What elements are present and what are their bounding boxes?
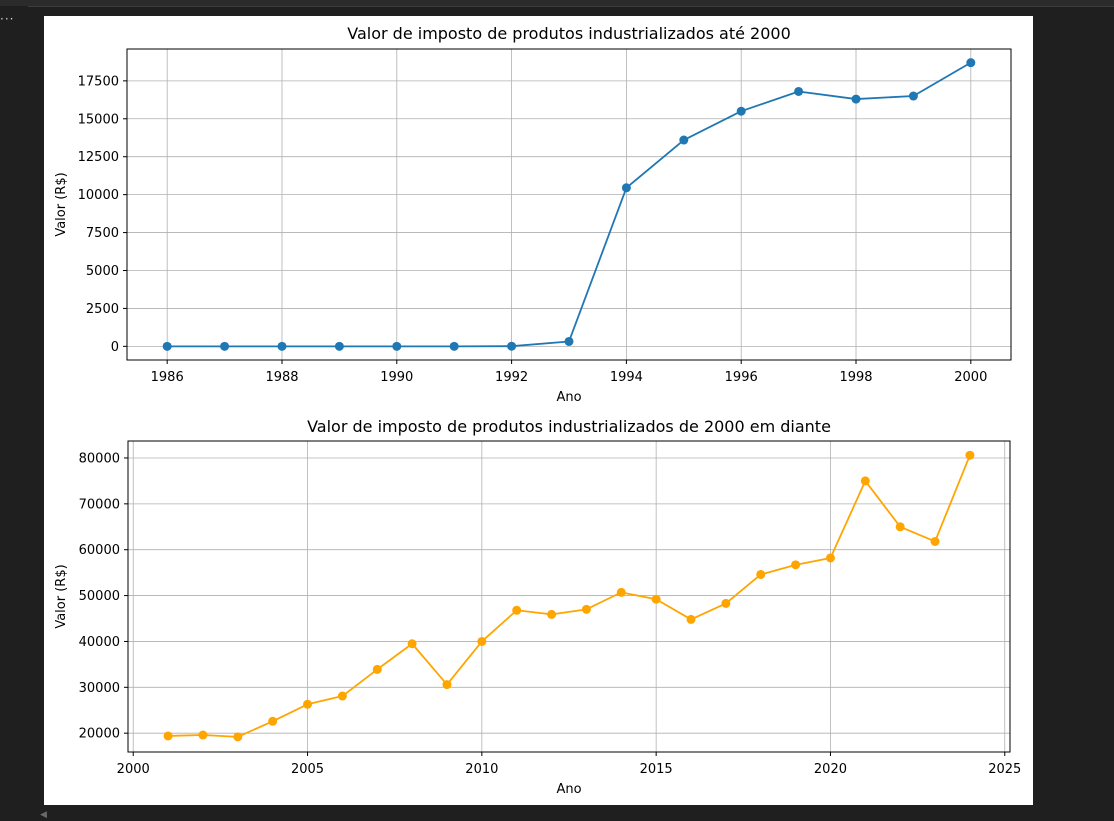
y-tick-label: 30000 [79, 681, 120, 696]
data-point [966, 58, 976, 68]
data-point [794, 86, 804, 96]
y-tick-label: 70000 [79, 497, 120, 512]
data-point [233, 732, 243, 742]
x-axis-label: Ano [556, 782, 581, 797]
data-point [825, 553, 835, 563]
data-point [477, 636, 487, 646]
data-point [860, 476, 870, 486]
data-point [616, 587, 626, 597]
x-axis-label: Ano [556, 390, 581, 405]
data-point [736, 106, 746, 116]
x-tick-label: 2020 [814, 762, 847, 777]
y-axis-label: Valor (R$) [54, 564, 69, 628]
series-line [168, 454, 971, 738]
data-point [449, 341, 459, 351]
x-tick-label: 2005 [291, 762, 324, 777]
data-point [392, 341, 402, 351]
plot-area-frame [127, 440, 1011, 753]
y-tick-label: 0 [111, 340, 119, 355]
data-point [908, 91, 918, 101]
y-tick-label: 2500 [86, 302, 119, 317]
ellipsis-icon[interactable]: ··· [0, 12, 15, 26]
y-tick-label: 17500 [78, 74, 119, 89]
figure-output: 1986 1988 1990 1992 1994 1996 1998 2000 0 2500 500… [44, 16, 1033, 805]
x-tick-label: 1990 [380, 370, 413, 385]
x-tick-label: 1996 [725, 370, 758, 385]
x-tick-label: 1998 [839, 370, 872, 385]
y-tick-label: 50000 [79, 589, 120, 604]
data-point [507, 341, 517, 351]
data-point [220, 341, 230, 351]
data-point [791, 560, 801, 570]
chart-title: Valor de imposto de produtos industriali… [347, 24, 791, 43]
y-tick-label: 7500 [86, 226, 119, 241]
scroll-left-icon[interactable]: ◀ [40, 810, 47, 820]
y-tick-label: 15000 [78, 112, 119, 127]
data-point [930, 536, 940, 546]
x-tick-label: 1994 [610, 370, 643, 385]
window-top-bar [0, 0, 1114, 6]
data-point [564, 336, 574, 346]
data-point [679, 135, 689, 145]
y-tick-label: 40000 [79, 635, 120, 650]
data-point [547, 609, 557, 619]
data-point [651, 594, 661, 604]
data-point [407, 639, 417, 649]
data-point [334, 341, 344, 351]
x-tick-label: 2000 [117, 762, 150, 777]
data-point [337, 691, 347, 701]
data-point [277, 341, 287, 351]
x-tick-label: 2015 [640, 762, 673, 777]
data-point [512, 605, 522, 615]
x-tick-label: 1988 [265, 370, 298, 385]
cell-divider [28, 6, 1114, 7]
data-point [198, 730, 208, 740]
figure-canvas: 1986 1988 1990 1992 1994 1996 1998 200002500500… [54, 24, 1021, 797]
y-tick-label: 20000 [79, 727, 120, 742]
data-point [268, 716, 278, 726]
data-point [756, 569, 766, 579]
series-line [167, 61, 972, 348]
data-point [372, 664, 382, 674]
x-tick-label: 2010 [465, 762, 498, 777]
y-tick-label: 10000 [78, 188, 119, 203]
x-tick-label: 1986 [151, 370, 184, 385]
data-point [851, 94, 861, 104]
chart-title: Valor de imposto de produtos industriali… [307, 417, 831, 436]
y-tick-label: 80000 [79, 451, 120, 466]
y-tick-label: 60000 [79, 543, 120, 558]
data-point [686, 614, 696, 624]
data-point [965, 450, 975, 460]
data-point [621, 183, 631, 193]
plot-area-frame [126, 48, 1012, 361]
data-point [162, 341, 172, 351]
y-tick-label: 12500 [78, 150, 119, 165]
data-point [303, 699, 313, 709]
y-tick-label: 5000 [86, 264, 119, 279]
x-tick-label: 2025 [988, 762, 1021, 777]
y-axis-label: Valor (R$) [54, 172, 69, 236]
data-point [581, 604, 591, 614]
x-tick-label: 1992 [495, 370, 528, 385]
data-point [895, 522, 905, 532]
x-tick-label: 2000 [954, 370, 987, 385]
data-point [442, 680, 452, 690]
data-point [721, 598, 731, 608]
data-point [163, 731, 173, 741]
